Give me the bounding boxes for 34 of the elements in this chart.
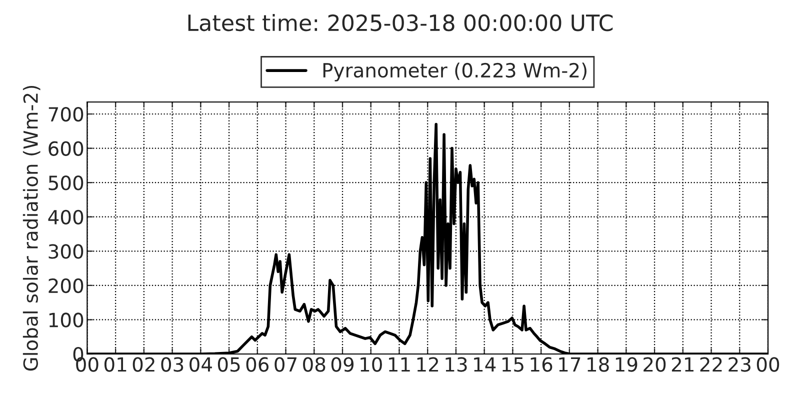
x-tick-label: 10 — [360, 357, 382, 372]
x-tick-label: 23 — [728, 357, 750, 372]
y-tick-label: 700 — [48, 106, 84, 122]
x-tick-label: 18 — [588, 357, 609, 372]
x-tick-label: 11 — [389, 357, 410, 372]
y-tick-label: 100 — [49, 312, 84, 328]
y-tick-label: 600 — [48, 141, 84, 156]
x-tick-label: 20 — [644, 357, 666, 372]
x-tick-label: 04 — [190, 357, 212, 372]
x-tick-label: 06 — [246, 357, 269, 372]
y-tick-label: 500 — [48, 176, 84, 190]
x-tick-label: 15 — [502, 357, 524, 372]
x-tick-label: 00 — [756, 357, 780, 372]
x-tick-label: 07 — [274, 357, 296, 372]
x-tick-label: 01 — [104, 357, 126, 372]
y-tick-label: 300 — [48, 244, 84, 259]
x-tick-label: 14 — [474, 357, 496, 372]
x-tick-label: 08 — [303, 357, 326, 372]
x-tick-label: 03 — [161, 357, 184, 372]
y-tick-label: 200 — [48, 278, 84, 294]
x-tick-label: 22 — [700, 357, 722, 372]
x-tick-label: 16 — [530, 357, 552, 372]
x-tick-label: 17 — [559, 357, 580, 372]
x-tick-label: 05 — [218, 357, 240, 372]
x-tick-label: 02 — [132, 357, 154, 372]
chart-title: Latest time: 2025-03-18 00:00:00 UTC — [188, 14, 613, 32]
x-tick-label: 19 — [616, 357, 638, 372]
x-tick-label: 21 — [672, 357, 694, 372]
legend-label: Pyranometer (0.223 Wm-2) — [323, 62, 586, 82]
x-tick-label: 09 — [331, 357, 354, 372]
x-tick-label: 12 — [417, 357, 438, 372]
y-axis-title: Global solar radiation (Wm-2) — [22, 86, 40, 371]
y-tick-label: 400 — [48, 210, 84, 225]
x-tick-label: 13 — [446, 357, 467, 372]
